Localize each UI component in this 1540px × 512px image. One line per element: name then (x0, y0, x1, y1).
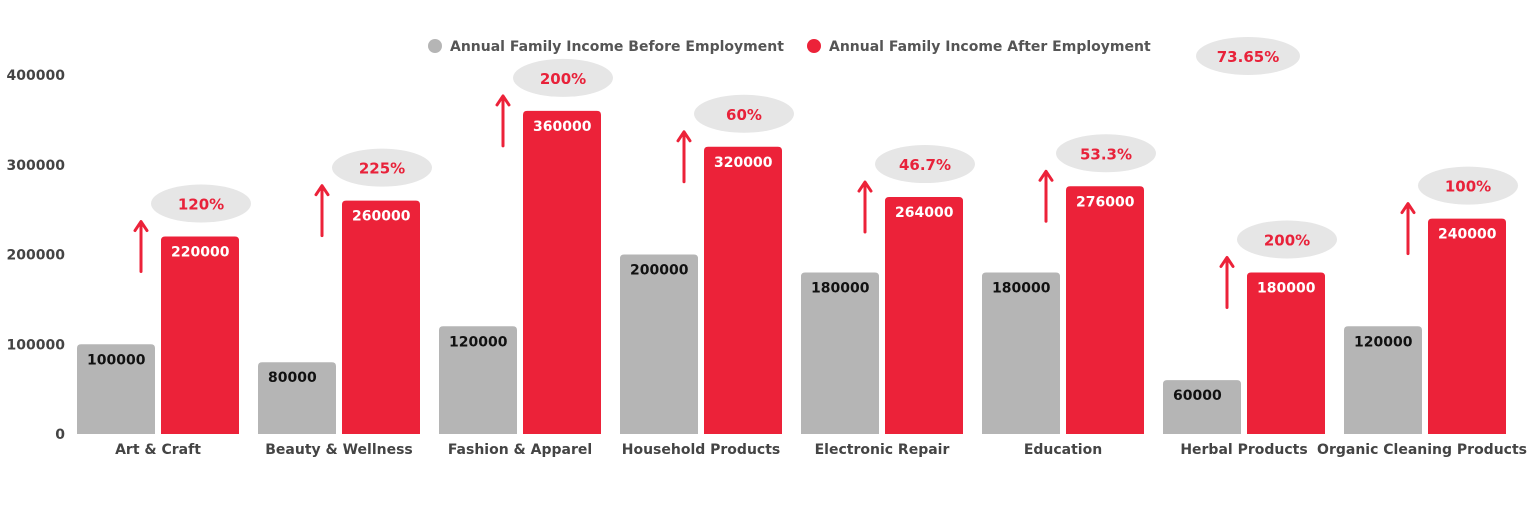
growth-bubble (875, 145, 975, 184)
bar-after (1247, 272, 1325, 434)
bar-after (1066, 186, 1144, 434)
growth-label: 200% (1264, 231, 1310, 249)
growth-arrow-head (857, 180, 873, 193)
y-tick-label: 300000 (7, 158, 66, 174)
bar-after (1428, 218, 1506, 434)
x-axis: Art & Craft Beauty & Wellness Fashion & Ap… (115, 442, 1527, 458)
growth-arrow-head (133, 220, 149, 233)
category-label: Herbal Products (1180, 442, 1307, 458)
legend: Annual Family Income Before Employment A… (428, 39, 1151, 55)
category-label: Organic Cleaning Products (1317, 442, 1527, 458)
growth-bubble (1056, 134, 1156, 173)
value-label-before: 180000 (992, 280, 1051, 296)
category-label: Household Products (622, 442, 781, 458)
growth-arrow-head (1400, 202, 1416, 215)
growth-bubble (1418, 166, 1518, 205)
y-tick-label: 400000 (7, 68, 66, 84)
growth-label: 200% (540, 70, 586, 88)
bar-before (258, 362, 336, 434)
growth-label: 60% (726, 106, 762, 124)
value-label-before: 180000 (811, 280, 870, 296)
y-tick-label: 0 (55, 427, 65, 443)
growth-label: 225% (359, 160, 405, 178)
growth-bubble (332, 148, 432, 187)
bar-before (1344, 326, 1422, 434)
value-label-after: 320000 (714, 155, 773, 171)
overall-growth-badge: 73.65% (1196, 37, 1300, 75)
growth-arrow-head (1038, 169, 1054, 182)
growth-bubble (1237, 220, 1337, 259)
value-labels: 100000 220000 80000 260000 120000 360000 20000… (87, 119, 1497, 404)
value-label-before: 100000 (87, 352, 146, 368)
growth-arrow-head (314, 184, 330, 197)
legend-marker-after (807, 39, 821, 53)
growth-bubble (694, 94, 794, 133)
category-label: Electronic Repair (815, 442, 950, 458)
value-label-before: 200000 (630, 263, 689, 279)
bar-before (439, 326, 517, 434)
growth-arrow-head (495, 94, 511, 107)
bar-before (620, 254, 698, 434)
y-tick-label: 100000 (7, 337, 66, 353)
overall-growth-label: 73.65% (1217, 48, 1279, 66)
value-label-after: 276000 (1076, 194, 1135, 210)
bar-before (77, 344, 155, 434)
bar-after (342, 200, 420, 434)
y-tick-label: 200000 (7, 248, 66, 264)
growth-label: 100% (1445, 178, 1491, 196)
value-label-before: 120000 (449, 334, 508, 350)
value-label-after: 240000 (1438, 227, 1497, 243)
value-label-after: 180000 (1257, 280, 1316, 296)
value-label-after: 260000 (352, 209, 411, 225)
bar-before (982, 272, 1060, 434)
bar-after (885, 197, 963, 434)
value-label-after: 220000 (171, 245, 230, 261)
category-label: Beauty & Wellness (265, 442, 413, 458)
growth-arrow-head (1219, 255, 1235, 268)
value-label-after: 360000 (533, 119, 592, 135)
category-label: Education (1024, 442, 1102, 458)
bar-before (1163, 380, 1241, 434)
growth-label: 53.3% (1080, 145, 1132, 163)
legend-label-before: Annual Family Income Before Employment (450, 39, 784, 55)
growth-label: 46.7% (899, 156, 951, 174)
category-label: Fashion & Apparel (448, 442, 592, 458)
bar-after (704, 146, 782, 435)
growth-bubble (151, 184, 251, 223)
category-label: Art & Craft (115, 442, 201, 458)
value-label-before: 80000 (268, 370, 317, 386)
legend-label-after: Annual Family Income After Employment (829, 39, 1151, 55)
growth-arrow-head (676, 130, 692, 143)
y-axis: 0 100000 200000 300000 400000 (7, 68, 66, 443)
value-label-after: 264000 (895, 205, 954, 221)
bars (77, 110, 1506, 435)
overall-growth-bubble (1196, 37, 1300, 75)
growth-label: 120% (178, 196, 224, 214)
bar-after (161, 236, 239, 434)
growth-bubble (513, 58, 613, 97)
legend-marker-before (428, 39, 442, 53)
bar-before (801, 272, 879, 434)
growth-annotations: 120% 225% 200% 60% 46.7% 53.3% 200% 100% (133, 58, 1518, 309)
value-label-before: 60000 (1173, 388, 1222, 404)
bar-after (523, 110, 601, 435)
value-label-before: 120000 (1354, 334, 1413, 350)
